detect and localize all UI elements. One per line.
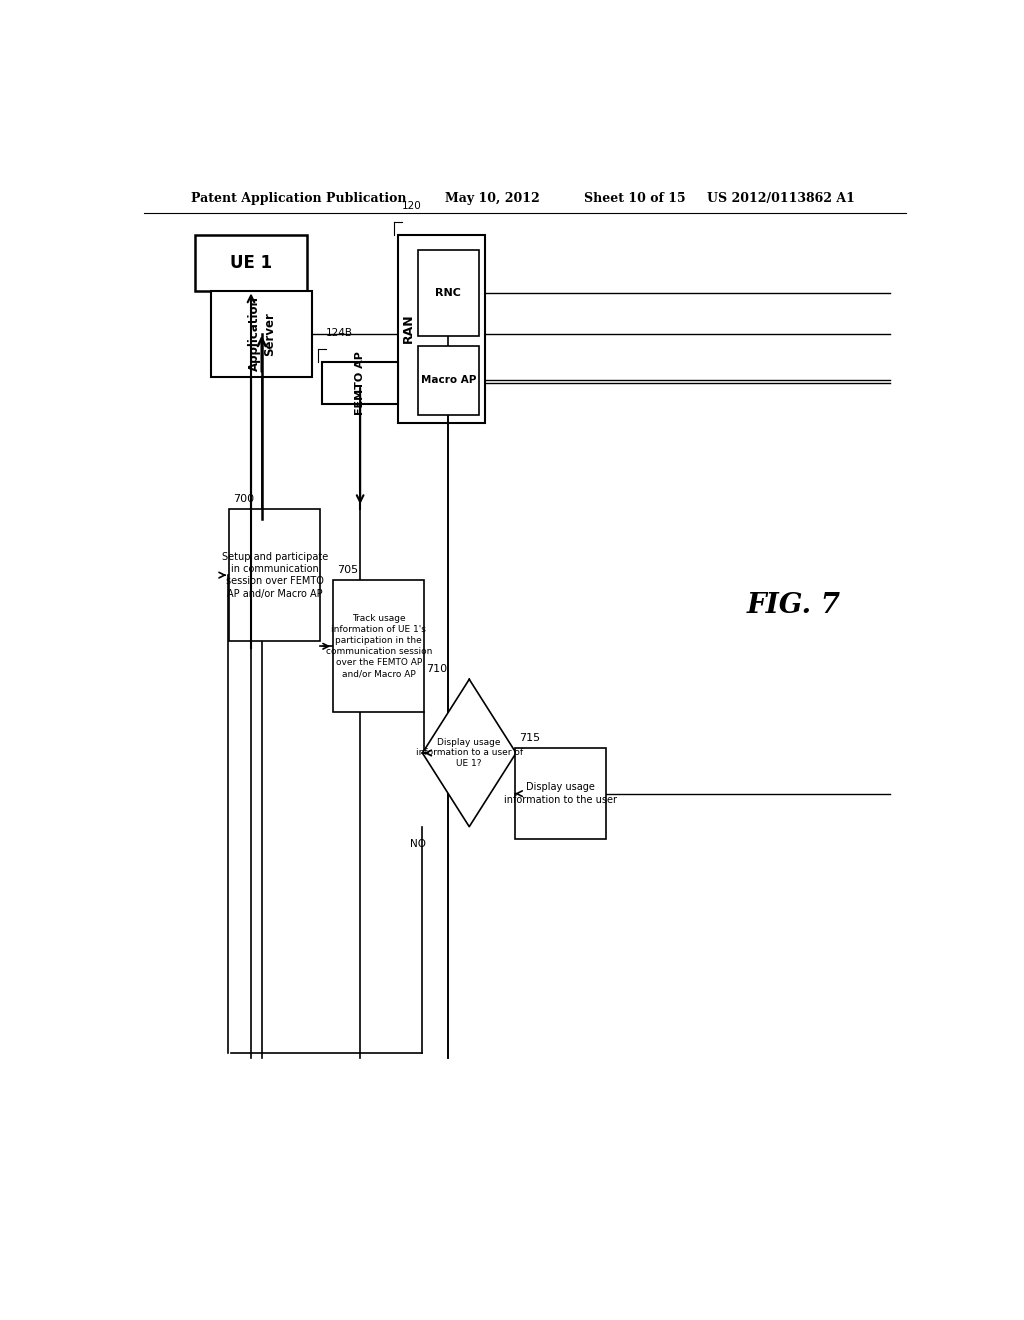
Bar: [196, 235, 306, 290]
Bar: [211, 290, 312, 378]
Text: Track usage
information of UE 1's
participation in the
communication session
ove: Track usage information of UE 1's partic…: [326, 614, 432, 678]
Text: 710: 710: [426, 664, 447, 675]
Bar: [418, 249, 479, 337]
Text: 700: 700: [233, 494, 254, 504]
Text: NO: NO: [411, 840, 426, 849]
Text: May 10, 2012: May 10, 2012: [445, 191, 541, 205]
Text: 120: 120: [401, 201, 422, 211]
Polygon shape: [423, 680, 516, 826]
Text: 170: 170: [214, 257, 234, 267]
Bar: [229, 510, 321, 642]
Bar: [418, 346, 479, 414]
Text: Display usage
information to a user of
UE 1?: Display usage information to a user of U…: [416, 738, 523, 768]
Text: RNC: RNC: [435, 288, 461, 298]
Bar: [323, 362, 398, 404]
Text: RAN: RAN: [401, 314, 415, 343]
Text: FIG. 7: FIG. 7: [748, 593, 841, 619]
Text: Setup and participate
in communication
session over FEMTO
AP and/or Macro AP: Setup and participate in communication s…: [221, 552, 328, 599]
Text: Patent Application Publication: Patent Application Publication: [191, 191, 407, 205]
Bar: [397, 235, 485, 422]
Text: US 2012/0113862 A1: US 2012/0113862 A1: [708, 191, 855, 205]
Text: 715: 715: [519, 733, 540, 743]
Text: YES: YES: [520, 768, 540, 779]
Text: FEMTO AP: FEMTO AP: [355, 351, 366, 414]
Text: Display usage
information to the user: Display usage information to the user: [504, 783, 617, 805]
Text: 705: 705: [337, 565, 358, 576]
Text: Sheet 10 of 15: Sheet 10 of 15: [585, 191, 686, 205]
Text: 124B: 124B: [326, 329, 352, 338]
Text: UE 1: UE 1: [230, 253, 272, 272]
Bar: [515, 748, 606, 840]
Bar: [333, 581, 424, 713]
Text: Macro AP: Macro AP: [421, 375, 476, 385]
Text: Application
Server: Application Server: [248, 296, 275, 371]
